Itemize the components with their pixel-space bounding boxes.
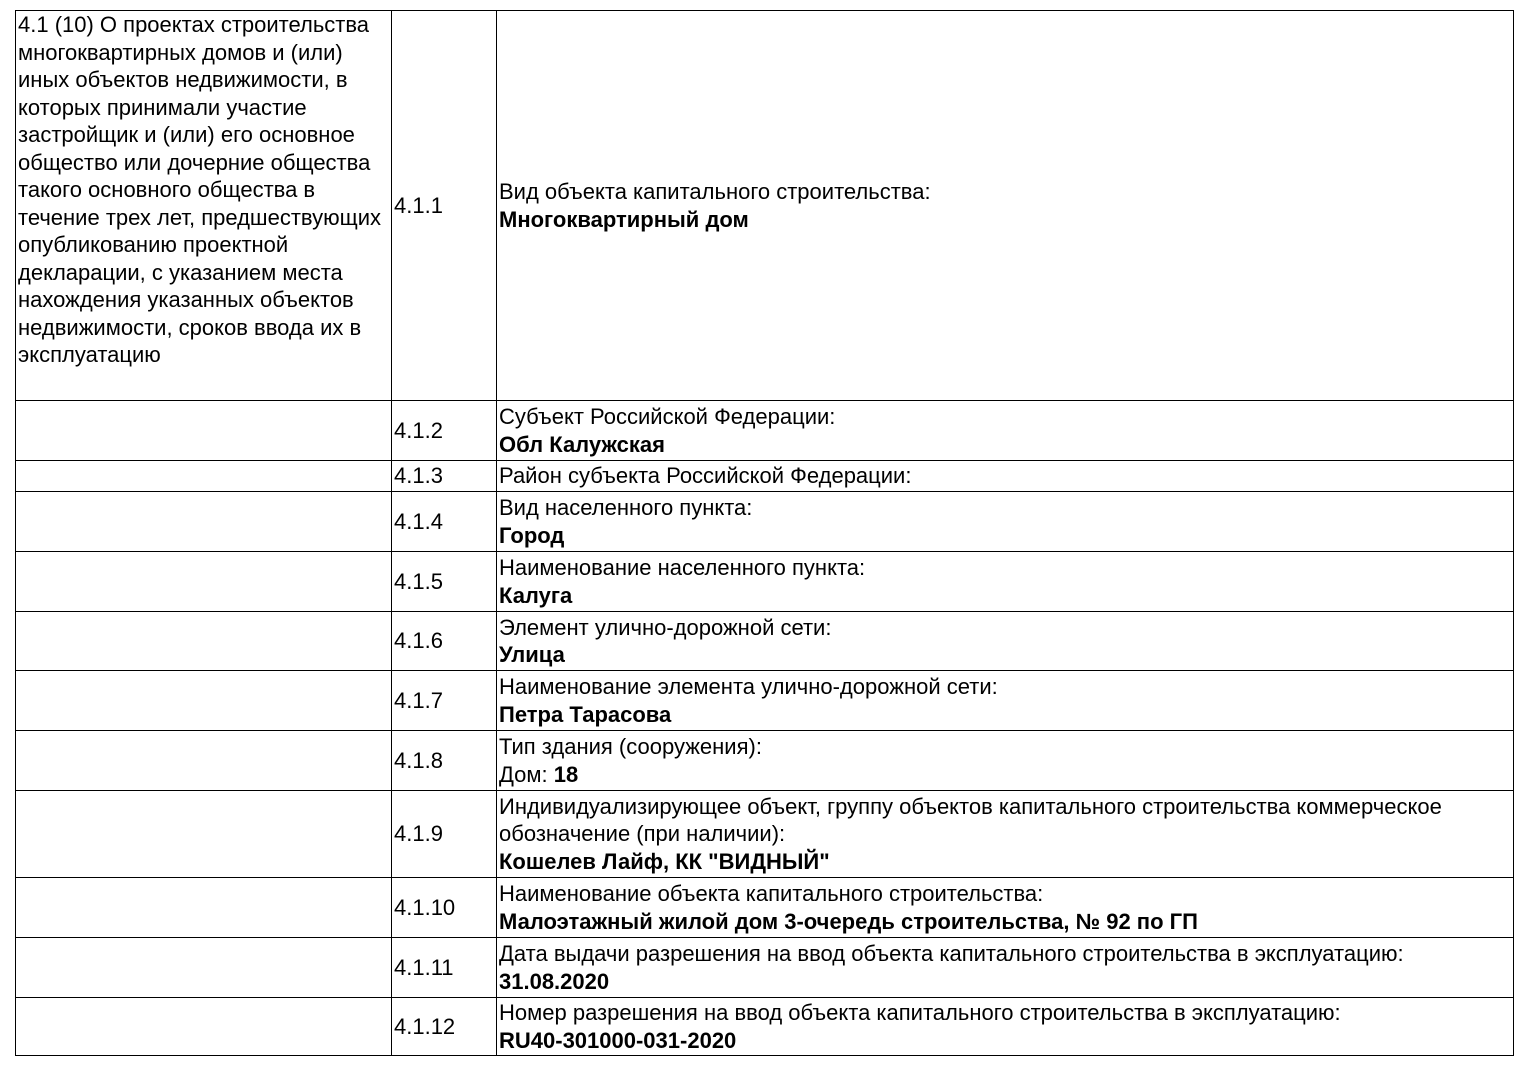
item-value: 18 — [553, 761, 579, 787]
section-cell — [15, 937, 392, 998]
item-value-line: Кошелев Лайф, КК "ВИДНЫЙ" — [499, 848, 1511, 876]
item-content: Номер разрешения на ввод объекта капитал… — [496, 997, 1514, 1056]
item-value-line: Улица — [499, 641, 1511, 669]
item-value: Обл Калужская — [499, 431, 665, 457]
table-row: 4.1.11 Дата выдачи разрешения на ввод объ… — [15, 937, 1514, 998]
table-row: 4.1.2 Субъект Российской Федерации: Обл Ка… — [15, 400, 1514, 461]
declaration-table: 4.1 (10) О проектах строительства многок… — [15, 10, 1514, 1056]
section-cell — [15, 877, 392, 938]
item-label: Дата выдачи разрешения на ввод объекта к… — [499, 941, 1404, 966]
item-label: Вид населенного пункта: — [499, 495, 753, 520]
item-value-line: Обл Калужская — [499, 431, 1511, 459]
item-content: Наименование населенного пункта: Калуга — [496, 551, 1514, 612]
item-content: Субъект Российской Федерации: Обл Калужск… — [496, 400, 1514, 461]
item-number: 4.1.3 — [391, 460, 497, 492]
item-value: Малоэтажный жилой дом 3-очередь строител… — [499, 908, 1198, 934]
section-cell: 4.1 (10) О проектах строительства многок… — [15, 10, 392, 401]
item-content: Наименование объекта капитального строит… — [496, 877, 1514, 938]
item-prefix: Дом: — [499, 761, 554, 787]
item-value-line: Петра Тарасова — [499, 701, 1511, 729]
item-value-line: Малоэтажный жилой дом 3-очередь строител… — [499, 908, 1511, 936]
item-number: 4.1.4 — [391, 491, 497, 552]
item-label: Вид объекта капитального строительства: — [499, 179, 931, 204]
item-content: Вид объекта капитального строительства: М… — [496, 10, 1514, 401]
table-row: 4.1.10 Наименование объекта капитального … — [15, 877, 1514, 938]
section-cell — [15, 997, 392, 1056]
table-row: 4.1.5 Наименование населенного пункта: Кал… — [15, 551, 1514, 612]
item-number: 4.1.7 — [391, 670, 497, 731]
item-label: Наименование элемента улично-дорожной се… — [499, 674, 998, 699]
item-label: Тип здания (сооружения): — [499, 734, 762, 759]
table-row: 4.1.8 Тип здания (сооружения): Дом: 18 — [15, 730, 1514, 791]
item-value: Калуга — [499, 582, 573, 608]
section-cell — [15, 611, 392, 671]
item-number: 4.1.11 — [391, 937, 497, 998]
item-content: Наименование элемента улично-дорожной се… — [496, 670, 1514, 731]
item-number: 4.1.5 — [391, 551, 497, 612]
item-number: 4.1.8 — [391, 730, 497, 791]
item-label: Субъект Российской Федерации: — [499, 404, 836, 429]
item-label: Наименование объекта капитального строит… — [499, 881, 1044, 906]
table-row: 4.1 (10) О проектах строительства многок… — [15, 10, 1514, 401]
item-value-line: Дом: 18 — [499, 761, 1511, 789]
item-value: Петра Тарасова — [499, 701, 672, 727]
item-number: 4.1.6 — [391, 611, 497, 671]
item-value: Улица — [499, 642, 565, 667]
section-cell — [15, 790, 392, 878]
item-value: RU40-301000-031-2020 — [499, 1027, 737, 1053]
item-label: Наименование населенного пункта: — [499, 555, 866, 580]
item-value: Город — [499, 522, 565, 548]
item-value-line: 31.08.2020 — [499, 968, 1511, 996]
table-row: 4.1.3 Район субъекта Российской Федерации… — [15, 460, 1514, 492]
item-content: Район субъекта Российской Федерации: — [496, 460, 1514, 492]
item-number: 4.1.10 — [391, 877, 497, 938]
item-value: Кошелев Лайф, КК "ВИДНЫЙ" — [499, 848, 830, 874]
table-row: 4.1.7 Наименование элемента улично-дорожн… — [15, 670, 1514, 731]
section-cell — [15, 491, 392, 552]
item-number: 4.1.12 — [391, 997, 497, 1056]
item-label: Номер разрешения на ввод объекта капитал… — [499, 1000, 1341, 1025]
section-cell — [15, 730, 392, 791]
item-content: Элемент улично-дорожной сети: Улица — [496, 611, 1514, 671]
item-value-line: Многоквартирный дом — [499, 206, 1511, 234]
section-cell — [15, 460, 392, 492]
item-number: 4.1.9 — [391, 790, 497, 878]
item-content: Тип здания (сооружения): Дом: 18 — [496, 730, 1514, 791]
table-row: 4.1.9 Индивидуализирующее объект, группу … — [15, 790, 1514, 878]
item-value-line: Город — [499, 522, 1511, 550]
table-row: 4.1.4 Вид населенного пункта: Город — [15, 491, 1514, 552]
section-cell — [15, 400, 392, 461]
item-content: Индивидуализирующее объект, группу объек… — [496, 790, 1514, 878]
section-cell — [15, 670, 392, 731]
item-value: 31.08.2020 — [499, 968, 610, 994]
item-content: Вид населенного пункта: Город — [496, 491, 1514, 552]
section-cell — [15, 551, 392, 612]
item-number: 4.1.2 — [391, 400, 497, 461]
item-label: Индивидуализирующее объект, группу объек… — [499, 793, 1442, 847]
item-value-line: Калуга — [499, 582, 1511, 610]
item-value: Многоквартирный дом — [499, 206, 749, 232]
item-number: 4.1.1 — [391, 10, 497, 401]
item-value-line: RU40-301000-031-2020 — [499, 1027, 1511, 1055]
item-label: Элемент улично-дорожной сети: — [499, 614, 832, 640]
item-label: Район субъекта Российской Федерации: — [499, 463, 912, 489]
item-content: Дата выдачи разрешения на ввод объекта к… — [496, 937, 1514, 998]
table-row: 4.1.12 Номер разрешения на ввод объекта к… — [15, 997, 1514, 1056]
table-row: 4.1.6 Элемент улично-дорожной сети: Улица — [15, 611, 1514, 671]
